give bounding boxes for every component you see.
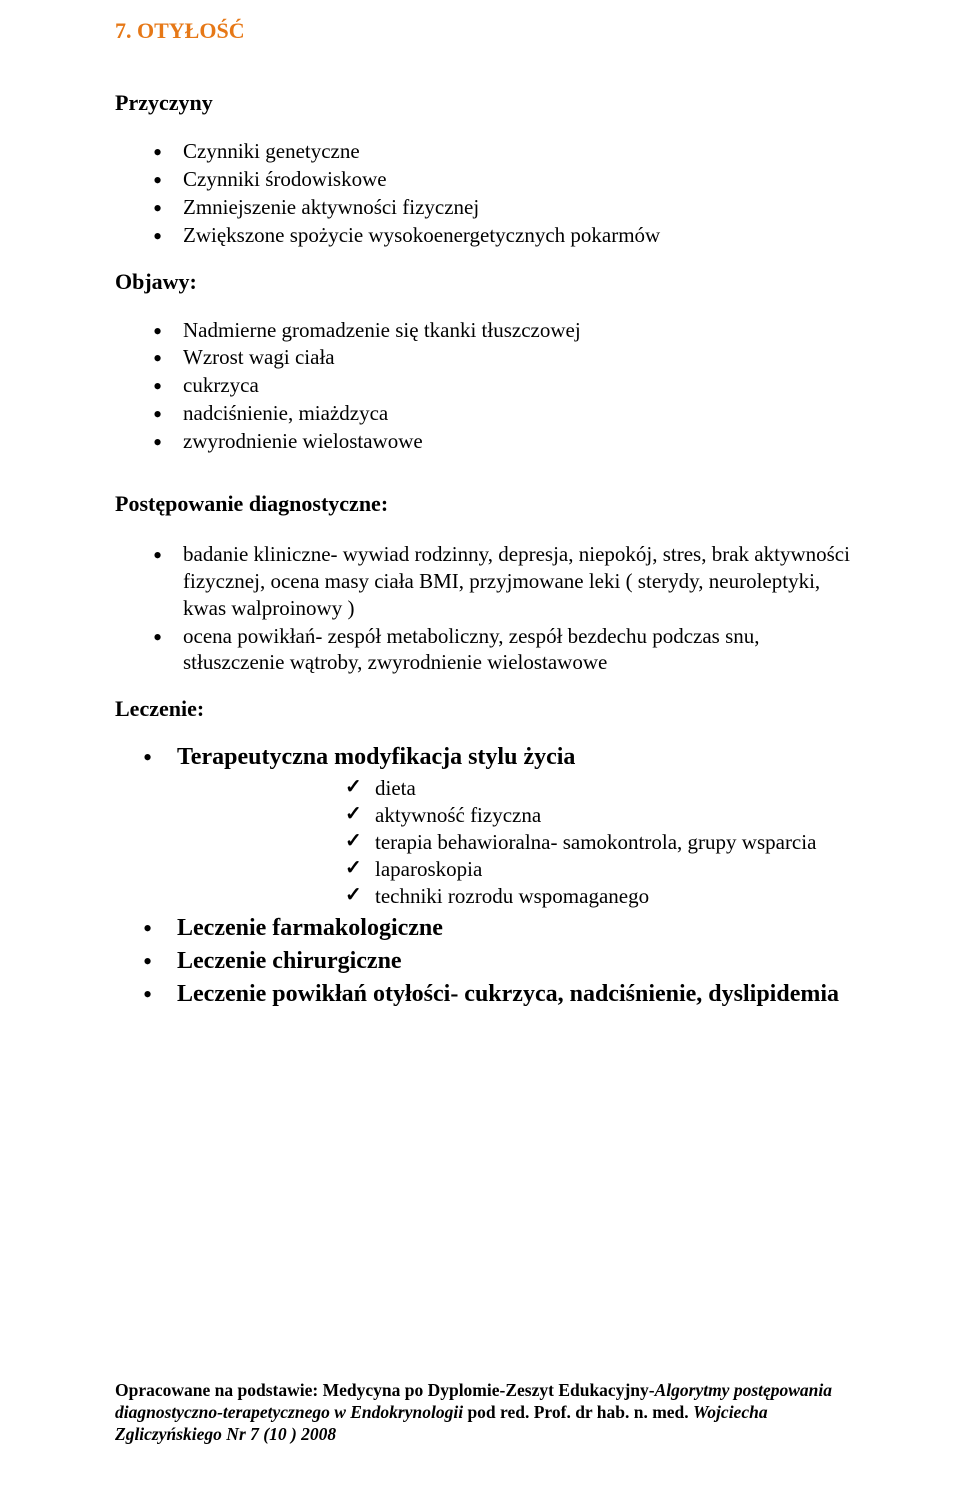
treatment-sublist: dieta aktywność fizyczna terapia behawio… [177,775,850,909]
list-item: terapia behawioralna- samokontrola, grup… [345,829,850,856]
list-item: cukrzyca [153,372,850,399]
list-item: Czynniki genetyczne [153,138,850,165]
footer-prefix: Opracowane na podstawie: [115,1380,323,1400]
list-item: dieta [345,775,850,802]
page-title: 7. OTYŁOŚĆ [115,18,850,44]
list-item: nadciśnienie, miażdzyca [153,400,850,427]
symptoms-list: Nadmierne gromadzenie się tkanki tłuszcz… [115,317,850,455]
treatment-heading: Leczenie: [115,696,850,722]
list-item: Terapeutyczna modyfikacja stylu życia di… [143,742,850,910]
diagnostics-heading: Postępowanie diagnostyczne: [115,491,850,517]
diagnostics-list: badanie kliniczne- wywiad rodzinny, depr… [115,541,850,676]
symptoms-heading: Objawy: [115,269,850,295]
list-item: Wzrost wagi ciała [153,344,850,371]
list-item: Czynniki środowiskowe [153,166,850,193]
list-item: laparoskopia [345,856,850,883]
list-item: badanie kliniczne- wywiad rodzinny, depr… [153,541,850,622]
causes-list: Czynniki genetyczne Czynniki środowiskow… [115,138,850,249]
footer-part3: pod red. Prof. dr hab. n. med. [467,1402,693,1422]
causes-heading: Przyczyny [115,90,850,116]
list-item: Nadmierne gromadzenie się tkanki tłuszcz… [153,317,850,344]
list-item: ocena powikłań- zespół metaboliczny, zes… [153,623,850,677]
footer-citation: Opracowane na podstawie: Medycyna po Dyp… [115,1380,850,1446]
footer-part1: Medycyna po Dyplomie-Zeszyt Edukacyjny- [323,1380,655,1400]
list-item: aktywność fizyczna [345,802,850,829]
list-item: zwyrodnienie wielostawowe [153,428,850,455]
list-item: Leczenie farmakologiczne [143,913,850,944]
list-item: Leczenie chirurgiczne [143,946,850,977]
list-item: Leczenie powikłań otyłości- cukrzyca, na… [143,979,850,1010]
list-item: Zwiększone spożycie wysokoenergetycznych… [153,222,850,249]
treatment-item-label: Terapeutyczna modyfikacja stylu życia [177,744,575,770]
list-item: Zmniejszenie aktywności fizycznej [153,194,850,221]
list-item: techniki rozrodu wspomaganego [345,883,850,910]
document-page: 7. OTYŁOŚĆ Przyczyny Czynniki genetyczne… [0,0,960,1496]
treatment-list: Terapeutyczna modyfikacja stylu życia di… [115,742,850,1010]
